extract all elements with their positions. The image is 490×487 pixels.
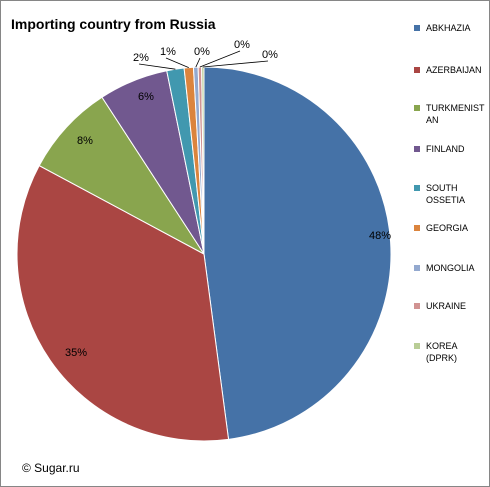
leader-line	[195, 57, 201, 68]
legend-swatch	[414, 265, 420, 271]
copyright-text: © Sugar.ru	[22, 461, 80, 475]
data-label: 0%	[234, 39, 250, 51]
data-label: 1%	[160, 46, 176, 58]
leader-line	[199, 50, 241, 68]
leader-line	[138, 63, 176, 70]
data-label: 8%	[77, 135, 93, 147]
legend-swatch	[414, 25, 420, 31]
legend-label: TURKMENISTAN	[426, 103, 485, 125]
pie-slices	[16, 66, 392, 442]
legend-swatch	[414, 67, 420, 73]
legend-swatch	[414, 146, 420, 152]
legend-label: KOREA (DPRK)	[426, 341, 458, 363]
pie-slice-azerbaijan	[16, 164, 230, 442]
legend-swatch	[414, 185, 420, 191]
legend-swatch	[414, 303, 420, 309]
legend-label: GEORGIA	[426, 223, 469, 233]
chart-title: Importing country from Russia	[11, 16, 216, 32]
data-label: 0%	[262, 49, 278, 61]
data-label: 48%	[369, 230, 391, 242]
data-label: 6%	[138, 91, 154, 103]
pie-slice-turkmenistan	[38, 96, 205, 255]
leader-line	[202, 60, 269, 68]
legend-label: UKRAINE	[426, 301, 467, 311]
data-label: 0%	[194, 46, 210, 58]
data-labels: 48% 35% 8% 6% 2% 1% 0% 0% 0%	[65, 39, 391, 359]
legend-swatch	[414, 225, 420, 231]
leader-lines	[138, 50, 269, 70]
legend-swatch	[414, 105, 420, 111]
legend-label: AZERBAIJAN	[426, 65, 482, 75]
legend-label: MONGOLIA	[426, 263, 475, 273]
data-label: 2%	[133, 52, 149, 64]
leader-line	[165, 57, 189, 68]
legend-label: ABKHAZIA	[426, 23, 471, 33]
legend-label: FINLAND	[426, 144, 465, 154]
legend-swatch	[414, 343, 420, 349]
legend-label: SOUTH OSSETIA	[426, 183, 466, 205]
pie-slice-abkhazia	[203, 66, 392, 440]
data-label: 35%	[65, 347, 87, 359]
